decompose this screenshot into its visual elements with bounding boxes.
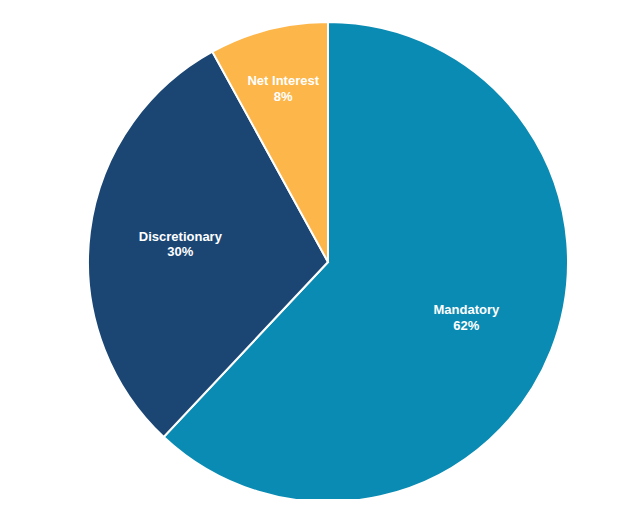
svg-text:Net Interest8%: Net Interest8%: [247, 73, 319, 104]
svg-text:Discretionary30%: Discretionary30%: [139, 229, 223, 260]
svg-text:Mandatory62%: Mandatory62%: [433, 302, 500, 333]
